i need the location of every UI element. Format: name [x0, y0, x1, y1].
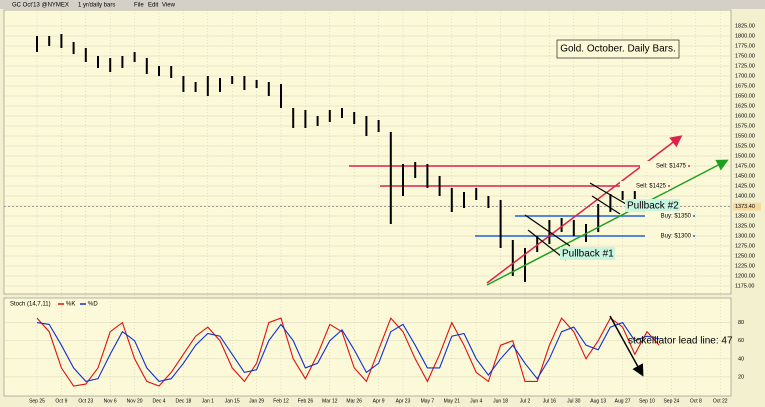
x-tick-label: Jan 15: [225, 398, 240, 404]
x-tick-label: Sep 24: [663, 398, 679, 404]
y-tick-label: 20: [738, 374, 744, 380]
y-tick-label: 1700.00: [735, 73, 755, 79]
y-tick-label: 1800.00: [735, 33, 755, 39]
y-tick-label: 1225.00: [735, 263, 755, 269]
channel-line: [589, 182, 627, 205]
channel-line: [524, 214, 571, 247]
y-tick-label: 1425.00: [735, 183, 755, 189]
y-tick-label: 1750.00: [735, 53, 755, 59]
x-tick-label: May 21: [444, 398, 461, 404]
x-tick-label: Oct 23: [78, 398, 93, 404]
y-tick-label: 1825.00: [735, 23, 755, 29]
level-label-bg: [620, 181, 668, 191]
last-price-label: 1373.40: [735, 204, 755, 210]
y-tick-label: 1350.00: [735, 213, 755, 219]
y-tick-label: 1300.00: [735, 233, 755, 239]
period[interactable]: 1 yr/daily bars: [78, 3, 115, 9]
y-tick-label: 1600.00: [735, 113, 755, 119]
annotation: Pullback #2: [627, 201, 679, 212]
symbol[interactable]: GC Oct'13 @NYMEX: [12, 3, 69, 9]
y-tick-label: 80: [738, 320, 744, 326]
x-tick-label: Oct 9: [55, 398, 67, 404]
level-label-bg: [645, 231, 693, 241]
menu-item[interactable]: Edit: [148, 3, 159, 9]
level-label-bg: [645, 211, 693, 221]
x-tick-label: Dec 4: [152, 398, 165, 404]
annotation: stokeillator lead line: 47: [628, 336, 733, 347]
x-tick-label: Jul 2: [520, 398, 531, 404]
y-tick-label: 1500.00: [735, 153, 755, 159]
stoch-panel: [3, 297, 732, 397]
x-tick-label: Aug 13: [590, 398, 606, 404]
y-tick-label: 1650.00: [735, 93, 755, 99]
y-tick-label: 1200.00: [735, 273, 755, 279]
y-tick-label: 40: [738, 356, 744, 362]
x-tick-label: Nov 20: [127, 398, 143, 404]
x-tick-label: Apr 23: [396, 398, 411, 404]
y-tick-label: 1550.00: [735, 133, 755, 139]
support-trend: [486, 159, 729, 286]
x-tick-label: Feb 26: [298, 398, 314, 404]
last-price-box: [733, 202, 761, 211]
x-tick-label: Jan 29: [249, 398, 264, 404]
x-tick-label: Feb 12: [273, 398, 289, 404]
x-tick-label: May 7: [421, 398, 435, 404]
y-tick-label: 1725.00: [735, 63, 755, 69]
x-tick-label: Jan 1: [202, 398, 214, 404]
x-tick-label: Sep 10: [639, 398, 655, 404]
level-label: Buy: $1350: [661, 214, 692, 220]
level-label: Sell: $1475: [656, 164, 687, 170]
x-tick-label: Nov 6: [104, 398, 117, 404]
x-tick-label: Jul 30: [567, 398, 581, 404]
legend-label: %D: [88, 302, 98, 308]
x-tick-label: Apr 9: [373, 398, 385, 404]
menu-item[interactable]: View: [162, 3, 176, 9]
y-tick-label: 1325.00: [735, 223, 755, 229]
title-box: [556, 39, 680, 59]
y-tick-label: 1525.00: [735, 143, 755, 149]
stoch-title: Stoch (14,7,11): [10, 302, 51, 308]
x-tick-label: Dec 18: [175, 398, 191, 404]
annotation-bg: [560, 247, 615, 260]
x-tick-label: Oct 22: [713, 398, 728, 404]
x-tick-label: Aug 27: [615, 398, 631, 404]
y-tick-label: 1675.00: [735, 83, 755, 89]
x-tick-label: Jun 4: [470, 398, 482, 404]
level-label-bg: [640, 161, 688, 171]
lead-line-arrow: [609, 315, 644, 377]
stoch-line: [36, 321, 660, 383]
y-tick-label: 1275.00: [735, 243, 755, 249]
y-tick-label: 1250.00: [735, 253, 755, 259]
chart-title: Gold. October. Daily Bars.: [560, 44, 676, 55]
y-tick-label: 1450.00: [735, 173, 755, 179]
y-tick-label: 1775.00: [735, 43, 755, 49]
level-label: Sell: $1425: [636, 184, 667, 190]
x-tick-label: Mar 26: [346, 398, 362, 404]
stoch-line: [36, 317, 660, 387]
x-tick-label: Mar 12: [322, 398, 338, 404]
annotation: Pullback #1: [562, 249, 614, 260]
toolbar: [0, 0, 765, 9]
y-tick-label: 1625.00: [735, 103, 755, 109]
channel-line: [527, 229, 567, 261]
y-tick-label: 1575.00: [735, 123, 755, 129]
channel-line: [591, 195, 621, 215]
level-label: Buy: $1300: [661, 234, 692, 240]
x-tick-label: Oct 8: [690, 398, 702, 404]
y-tick-label: 1175.00: [735, 283, 754, 289]
y-tick-label: 1475.00: [735, 163, 755, 169]
x-tick-label: Jun 18: [493, 398, 508, 404]
y-tick-label: 60: [738, 338, 744, 344]
x-tick-label: Sep 25: [29, 398, 45, 404]
annotation-bg: [625, 199, 680, 212]
legend-label: %K: [66, 302, 75, 308]
menu-item[interactable]: File: [134, 3, 144, 9]
x-tick-label: Jul 16: [543, 398, 557, 404]
y-tick-label: 1400.00: [735, 193, 755, 199]
